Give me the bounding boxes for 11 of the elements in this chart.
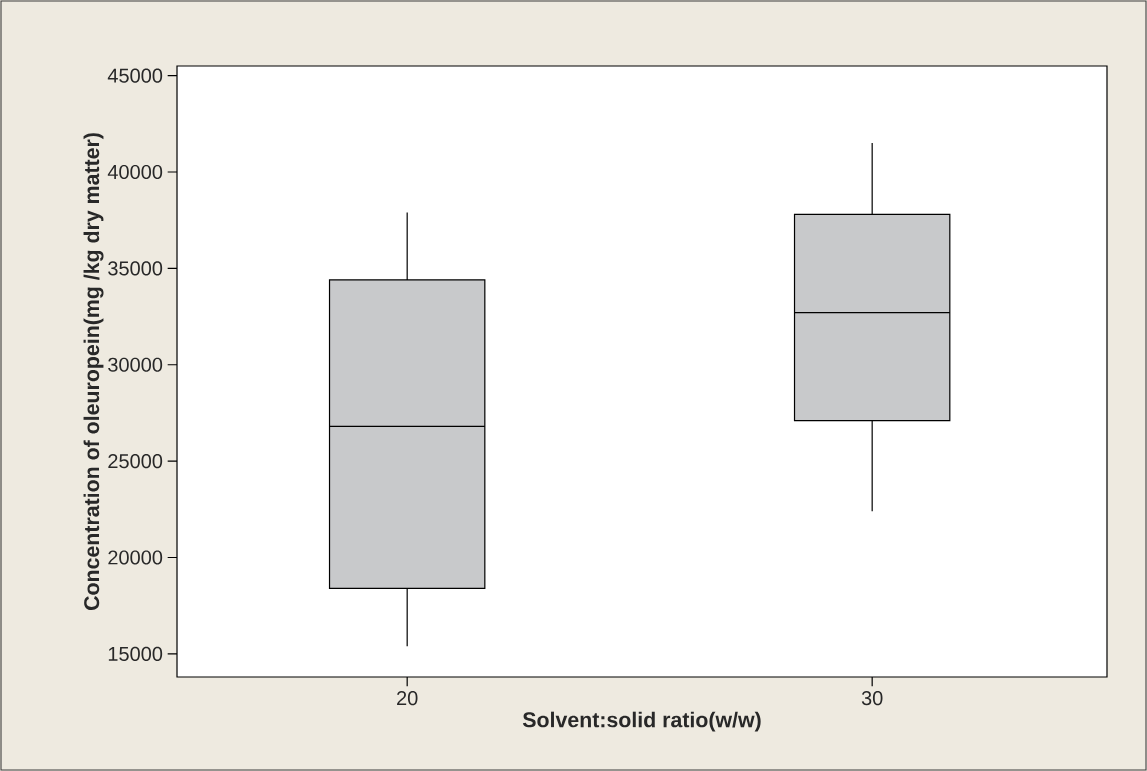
y-tick-label: 35000	[108, 261, 163, 276]
y-tick-label: 20000	[108, 550, 163, 565]
y-tick-label: 45000	[107, 68, 163, 83]
y-tick-label: 40000	[107, 164, 163, 180]
x-axis-title: Solvent:solid ratio(w/w)	[522, 711, 761, 732]
x-tick-label: 30	[861, 691, 883, 706]
y-tick-label: 30000	[108, 357, 163, 372]
y-tick-label: 15000	[108, 646, 163, 661]
y-axis-title: Concentration of oleuropein(mg /kg dry matter)	[83, 133, 104, 611]
x-tick-label: 20	[397, 691, 418, 706]
y-tick-label: 25000	[108, 454, 163, 469]
